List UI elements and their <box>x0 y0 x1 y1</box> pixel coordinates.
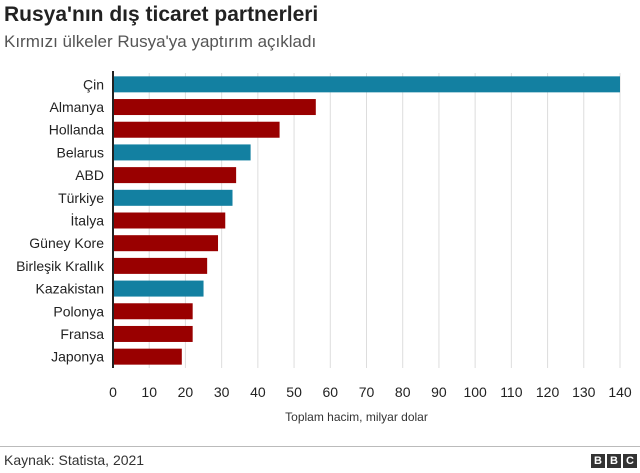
category-label: Japonya <box>51 349 104 365</box>
x-tick-label: 50 <box>286 384 302 400</box>
x-tick-label: 30 <box>214 384 230 400</box>
bar-türkiye <box>113 189 233 206</box>
chart-subtitle: Kırmızı ülkeler Rusya'ya yaptırım açıkla… <box>4 32 317 51</box>
bar-güney-kore <box>113 235 219 252</box>
bar-çin <box>113 76 620 93</box>
x-axis-label: Toplam hacim, milyar dolar <box>285 410 428 424</box>
bar-hollanda <box>113 121 280 138</box>
x-tick-label: 70 <box>359 384 375 400</box>
category-label: Almanya <box>50 99 105 115</box>
bar-i̇talya <box>113 212 226 229</box>
category-label: ABD <box>75 167 104 183</box>
category-label: Çin <box>83 76 104 92</box>
bar-fransa <box>113 325 193 342</box>
x-tick-label: 80 <box>395 384 411 400</box>
x-tick-label: 130 <box>572 384 596 400</box>
footer-divider <box>0 446 640 447</box>
x-tick-label: 10 <box>141 384 157 400</box>
bar-abd <box>113 167 237 184</box>
bar-belarus <box>113 144 251 161</box>
category-label: Belarus <box>57 144 104 160</box>
chart-title: Rusya'nın dış ticaret partnerleri <box>4 3 319 26</box>
x-tick-label: 100 <box>463 384 487 400</box>
bar-almanya <box>113 99 316 116</box>
category-label: Birleşik Krallık <box>16 258 105 274</box>
bar-kazakistan <box>113 280 204 297</box>
bar-chart: 0 10 20 30 40 50 60 70 80 90 100 110 120 130 140 Çin Alm… <box>16 71 632 424</box>
x-tick-label: 60 <box>322 384 338 400</box>
category-label: Hollanda <box>49 122 104 138</box>
bar-polonya <box>113 303 193 320</box>
x-tick-label: 120 <box>536 384 560 400</box>
category-label: Fransa <box>60 326 104 342</box>
category-label: Polonya <box>53 303 104 319</box>
source-note: Kaynak: Statista, 2021 <box>4 452 145 468</box>
x-tick-label: 110 <box>500 384 523 400</box>
category-label: Kazakistan <box>36 281 104 297</box>
x-tick-label: 20 <box>178 384 194 400</box>
x-tick-label: 90 <box>431 384 447 400</box>
x-tick-label: 140 <box>608 384 632 400</box>
category-label: Türkiye <box>58 190 104 206</box>
category-label: Güney Kore <box>29 235 104 251</box>
x-tick-label: 40 <box>250 384 266 400</box>
x-tick-label: 0 <box>109 384 117 400</box>
category-label: İtalya <box>71 212 105 229</box>
bar-birleşik-krallık <box>113 257 208 274</box>
bar-japonya <box>113 348 182 365</box>
